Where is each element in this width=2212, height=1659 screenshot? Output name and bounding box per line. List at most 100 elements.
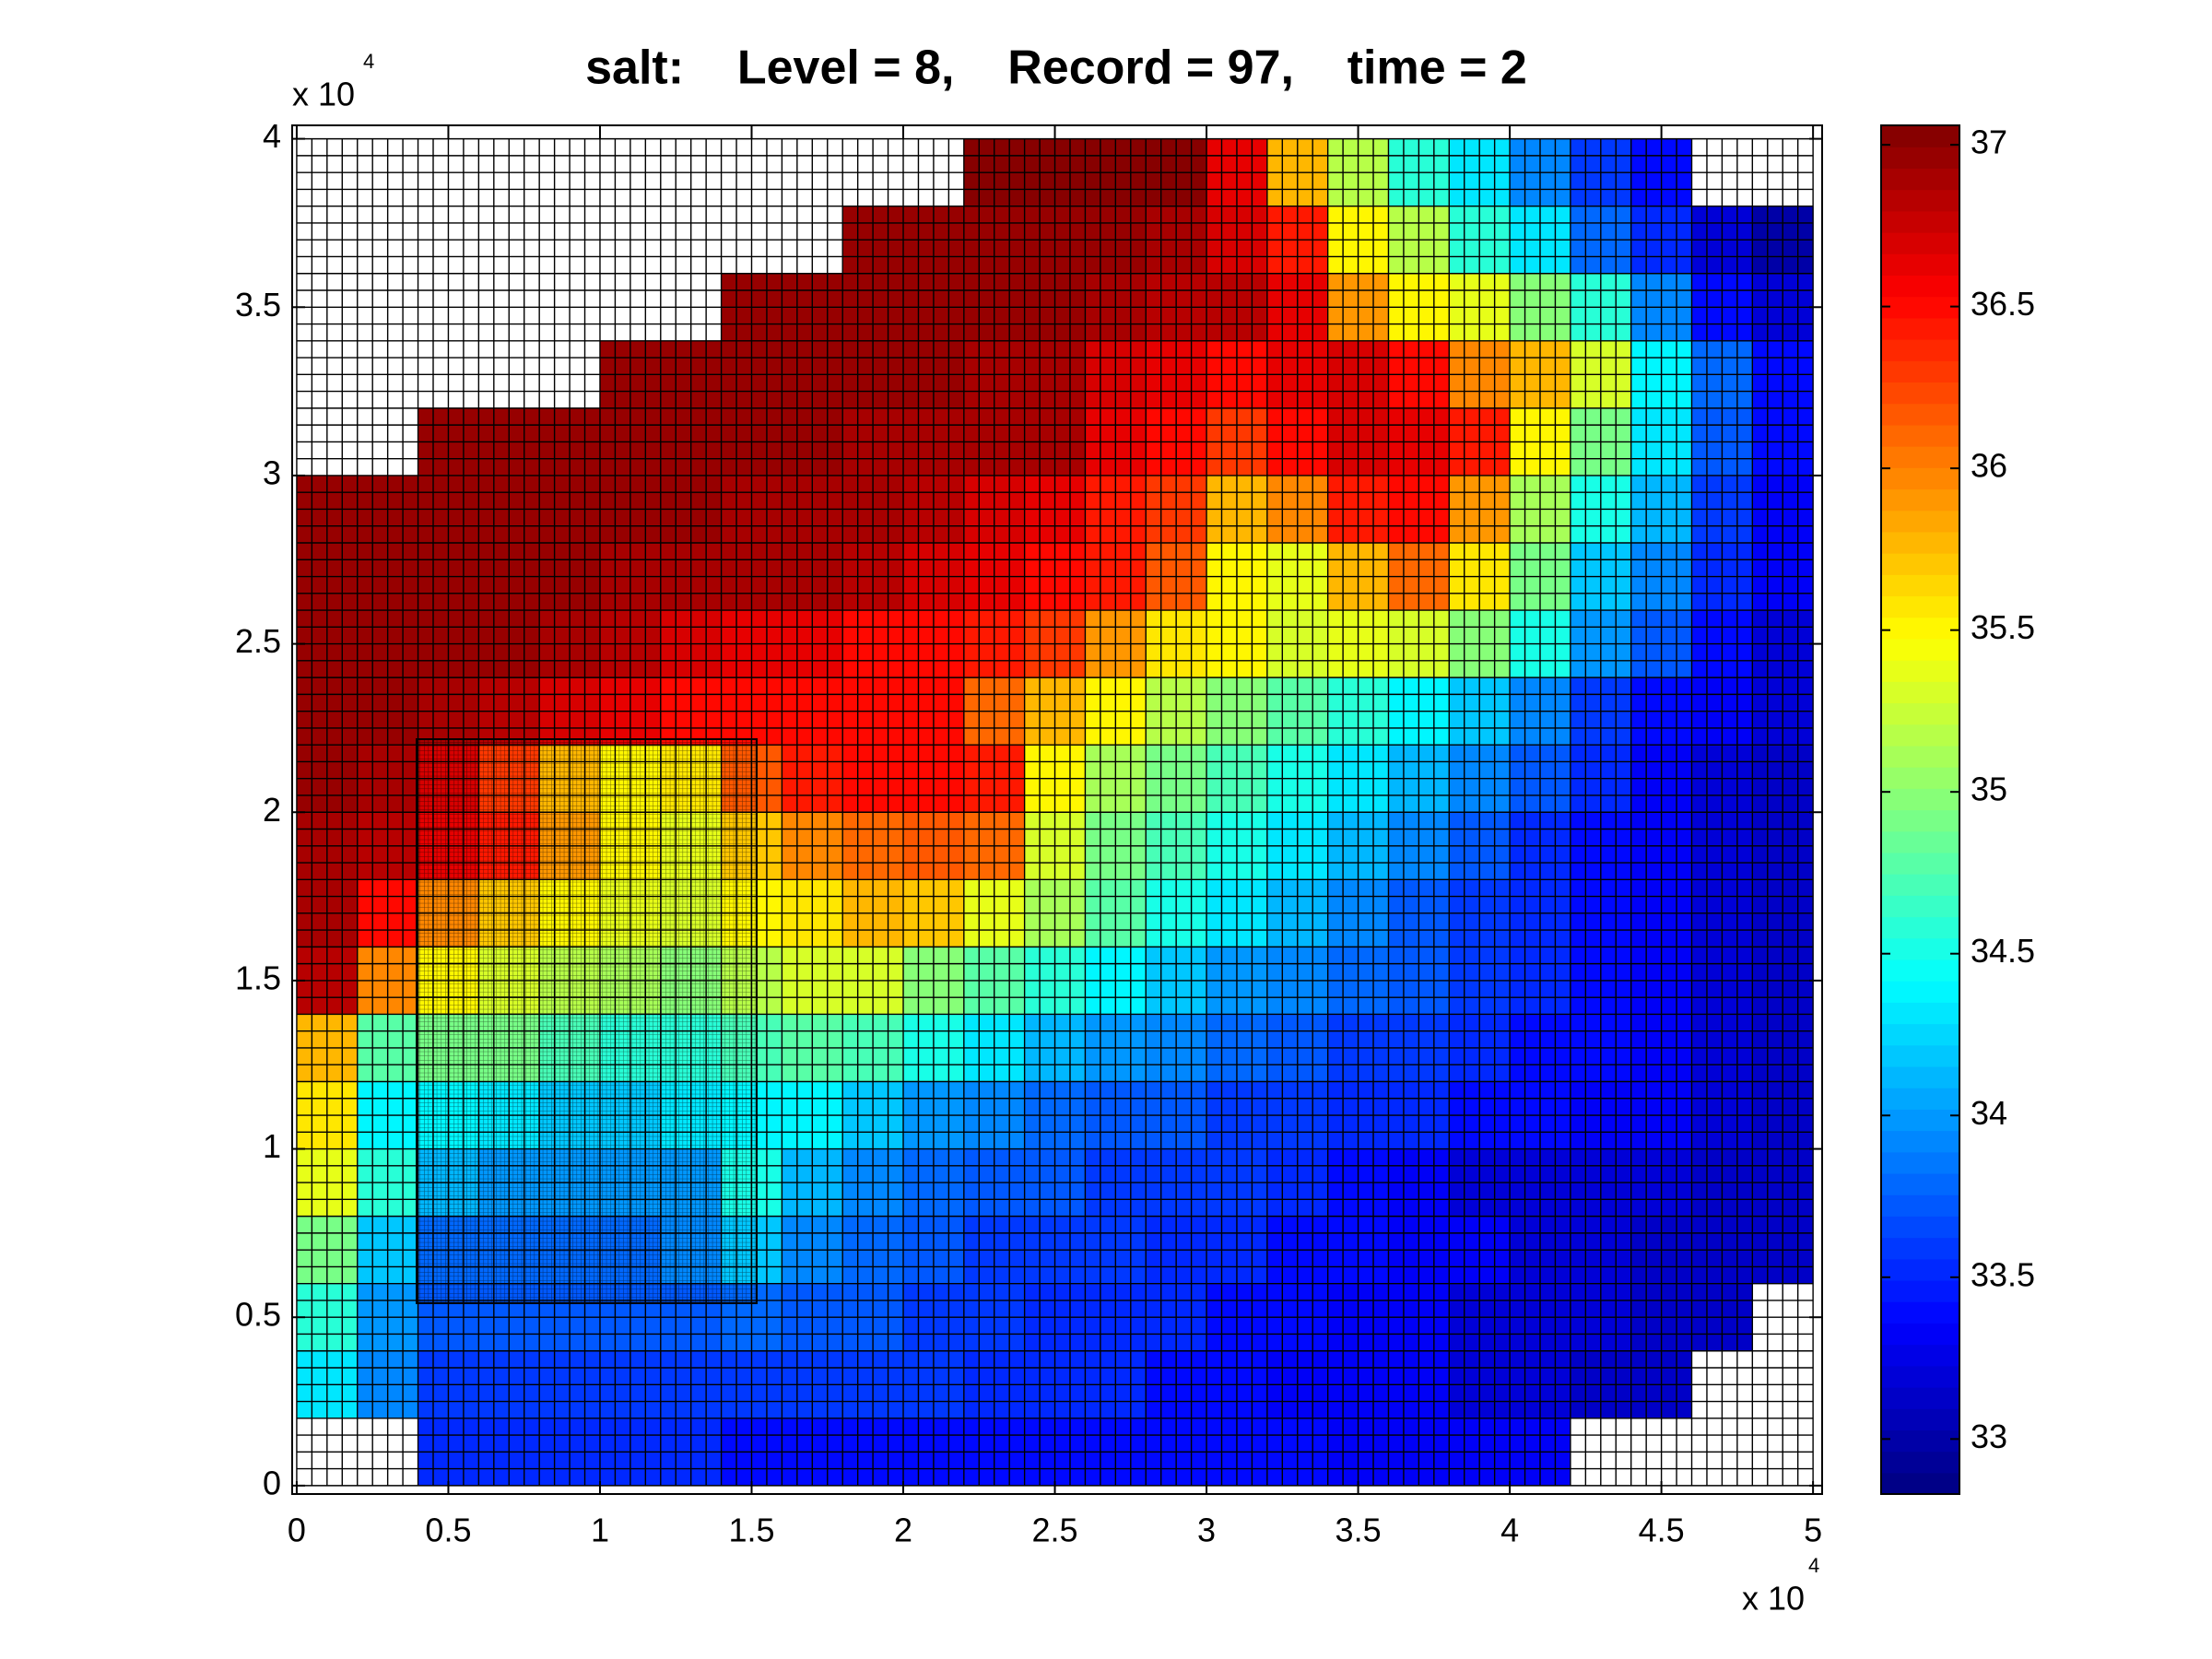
x-tick-label: 3 xyxy=(1197,1512,1216,1549)
colorbar-band xyxy=(1881,767,1959,789)
x-multiplier: x 10 xyxy=(1742,1580,1805,1618)
colorbar-band xyxy=(1881,317,1959,340)
colorbar-band xyxy=(1881,895,1959,918)
x-multiplier-exponent: 4 xyxy=(1808,1554,1819,1577)
colorbar-band xyxy=(1881,852,1959,875)
colorbar-band xyxy=(1881,1472,1959,1495)
colorbar-band xyxy=(1881,125,1959,147)
colorbar-band xyxy=(1881,1237,1959,1260)
colorbar-tick-label: 34 xyxy=(1971,1094,2007,1132)
colorbar-tick-label: 33.5 xyxy=(1971,1255,2035,1293)
colorbar-band xyxy=(1881,959,1959,982)
colorbar-band xyxy=(1881,1279,1959,1302)
x-tick-label: 1 xyxy=(591,1512,609,1549)
x-tick-label: 2.5 xyxy=(1032,1512,1078,1549)
colorbar-tick-label: 37 xyxy=(1971,124,2007,161)
y-tick-label: 3.5 xyxy=(235,286,281,324)
y-multiplier-exponent: 4 xyxy=(363,50,374,73)
colorbar-band xyxy=(1881,339,1959,361)
nested-grid xyxy=(416,738,758,1304)
colorbar-band xyxy=(1881,1258,1959,1281)
colorbar-band xyxy=(1881,1151,1959,1174)
colorbar-band xyxy=(1881,1194,1959,1217)
x-tick-label: 1.5 xyxy=(728,1512,774,1549)
x-tick-label: 2 xyxy=(894,1512,912,1549)
colorbar-band xyxy=(1881,1065,1959,1088)
colorbar-band xyxy=(1881,531,1959,554)
colorbar-band xyxy=(1881,830,1959,853)
colorbar-band xyxy=(1881,424,1959,447)
colorbar-tick-label: 33 xyxy=(1971,1418,2007,1455)
axes-box xyxy=(291,124,1823,1495)
colorbar-band xyxy=(1881,488,1959,512)
axes: 0 0.5 1 1.5 2 2.5 3 3.5 4 4.5 5 0 0.5 1 1.5 2 2.5 3 3.5 4 xyxy=(235,117,1823,1549)
colorbar-band xyxy=(1881,1109,1959,1132)
colorbar-band xyxy=(1881,1430,1959,1453)
colorbar-band xyxy=(1881,189,1959,212)
colorbar-band xyxy=(1881,788,1959,811)
colorbar-box xyxy=(1880,124,1960,1495)
colorbar-band xyxy=(1881,874,1959,896)
colorbar-band xyxy=(1881,981,1959,1003)
colorbar-tick-label: 35.5 xyxy=(1971,608,2035,646)
colorbar-tick-label: 36.5 xyxy=(1971,285,2035,323)
colorbar-band xyxy=(1881,660,1959,682)
chart-title: salt: Level = 8, Record = 97, time = 2 xyxy=(585,41,1527,95)
colorbar-band xyxy=(1881,403,1959,426)
colorbar-band xyxy=(1881,1172,1959,1195)
y-tick-label: 3 xyxy=(263,453,281,491)
colorbar-band xyxy=(1881,232,1959,254)
colorbar-tick-label: 34.5 xyxy=(1971,932,2035,970)
colorbar-band xyxy=(1881,937,1959,960)
colorbar-band xyxy=(1881,681,1959,704)
colorbar-band xyxy=(1881,296,1959,319)
colorbar-band xyxy=(1881,1386,1959,1409)
colorbar-band xyxy=(1881,1323,1959,1346)
colorbar-band xyxy=(1881,1344,1959,1367)
colorbar-band xyxy=(1881,360,1959,383)
colorbar-band xyxy=(1881,595,1959,618)
y-tick-label: 0 xyxy=(263,1464,281,1501)
colorbar: 33 33.5 34 34.5 35 35.5 36 36.5 37 xyxy=(1880,124,2035,1495)
colorbar-band xyxy=(1881,510,1959,533)
colorbar-band xyxy=(1881,275,1959,298)
colorbar-band xyxy=(1881,638,1959,661)
x-tick-label: 0.5 xyxy=(425,1512,471,1549)
x-tick-label: 4 xyxy=(1500,1512,1519,1549)
colorbar-tick-label: 36 xyxy=(1971,447,2007,485)
y-tick-label: 0.5 xyxy=(235,1296,281,1334)
colorbar-band xyxy=(1881,1408,1959,1430)
colorbar-band xyxy=(1881,1130,1959,1153)
colorbar-band xyxy=(1881,809,1959,832)
colorbar-band xyxy=(1881,1023,1959,1046)
y-tick-label: 4 xyxy=(263,117,281,155)
colorbar-band xyxy=(1881,446,1959,468)
colorbar-band xyxy=(1881,1002,1959,1025)
colorbar-band xyxy=(1881,382,1959,405)
colorbar-band xyxy=(1881,702,1959,725)
colorbar-band xyxy=(1881,745,1959,768)
colorbar-tick-label: 35 xyxy=(1971,771,2007,808)
colorbar-band xyxy=(1881,1044,1959,1067)
colorbar-band xyxy=(1881,253,1959,276)
colorbar-band xyxy=(1881,1216,1959,1239)
x-tick-label: 3.5 xyxy=(1335,1512,1382,1549)
y-multiplier: x 10 xyxy=(292,76,355,113)
y-tick-label: 1.5 xyxy=(235,959,281,996)
y-tick-label: 2.5 xyxy=(235,622,281,660)
colorbar-band xyxy=(1881,1365,1959,1388)
x-tick-label: 5 xyxy=(1804,1512,1822,1549)
colorbar-band xyxy=(1881,1301,1959,1324)
x-tick-label: 0 xyxy=(288,1512,306,1549)
y-tick-label: 2 xyxy=(263,791,281,829)
colorbar-band xyxy=(1881,574,1959,597)
colorbar-band xyxy=(1881,916,1959,939)
colorbar-band xyxy=(1881,617,1959,640)
colorbar-band xyxy=(1881,1088,1959,1110)
colorbar-band xyxy=(1881,724,1959,747)
colorbar-band xyxy=(1881,147,1959,170)
colorbar-band xyxy=(1881,210,1959,233)
colorbar-band xyxy=(1881,168,1959,191)
